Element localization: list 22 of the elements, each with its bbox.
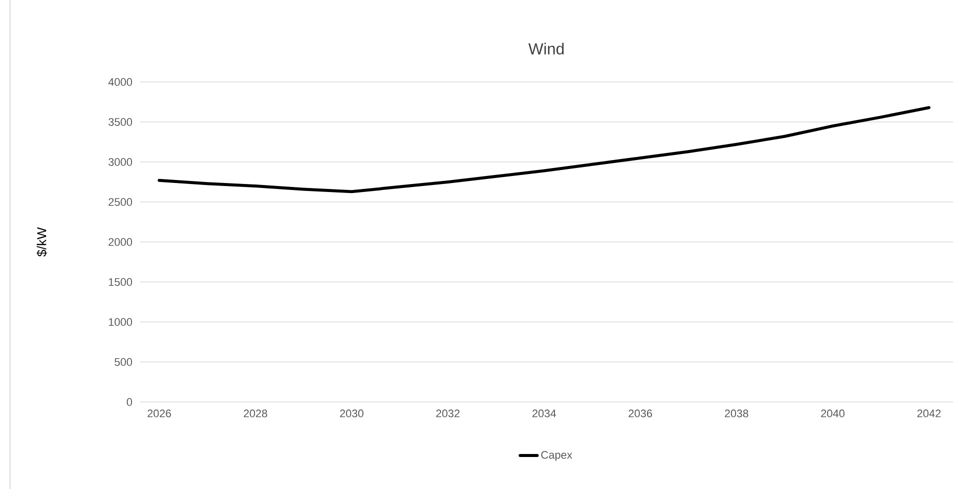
x-tick-label: 2028 [244, 410, 268, 418]
y-tick-label: 1500 [108, 278, 132, 286]
x-tick-label: 2032 [436, 410, 460, 418]
x-tick-label: 2026 [148, 410, 171, 418]
legend-label: Capex [541, 450, 572, 461]
x-tick-label: 2042 [917, 410, 941, 418]
x-tick-label: 2034 [532, 410, 556, 418]
x-tick-label: 2036 [628, 410, 652, 418]
x-tick-label: 2030 [340, 410, 364, 418]
x-tick-label: 2038 [724, 410, 748, 418]
x-tick-label: 2040 [821, 410, 844, 418]
y-tick-label: 3500 [108, 118, 132, 126]
y-tick-label: 4000 [108, 78, 132, 86]
y-tick-label: 3000 [108, 158, 132, 166]
y-tick-label: 1000 [108, 318, 132, 326]
y-tick-label: 2000 [108, 238, 132, 246]
y-tick-label: 2500 [108, 198, 132, 206]
chart-title: Wind [528, 42, 564, 54]
line-series [158, 106, 930, 194]
y-axis-title: $/kW [36, 227, 48, 257]
y-tick-label: 0 [126, 398, 132, 406]
y-tick-label: 500 [114, 358, 132, 366]
